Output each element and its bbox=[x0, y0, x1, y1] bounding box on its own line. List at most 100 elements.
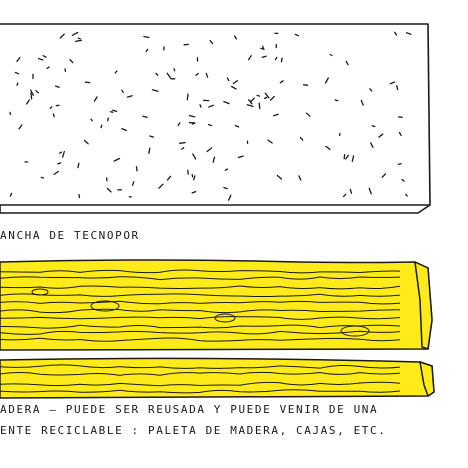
foam-speckle bbox=[276, 174, 283, 180]
foam-speckle bbox=[9, 192, 13, 197]
foam-speckle bbox=[14, 71, 20, 75]
foam-speckle bbox=[74, 39, 83, 43]
wood-grain-line bbox=[0, 293, 401, 298]
foam-speckle bbox=[212, 156, 216, 163]
foam-speckle bbox=[262, 45, 265, 50]
foam-speckle bbox=[106, 187, 112, 193]
foam-speckle bbox=[131, 181, 135, 186]
foam-speckle bbox=[109, 111, 114, 113]
foam-board-illustration bbox=[0, 23, 431, 214]
foam-speckle bbox=[237, 155, 244, 159]
foam-speckle bbox=[396, 84, 399, 91]
foam-speckle bbox=[267, 139, 273, 144]
foam-speckle bbox=[205, 72, 209, 78]
wood-grain-top bbox=[0, 269, 401, 342]
foam-speckle bbox=[256, 94, 261, 97]
wood-caption-line1: ADERA – PUEDE SER REUSADA Y PUEDE VENIR … bbox=[0, 403, 379, 416]
foam-speckle bbox=[114, 70, 118, 74]
foam-speckle bbox=[113, 157, 121, 162]
wood-plank-top bbox=[0, 259, 433, 351]
foam-speckle bbox=[360, 99, 364, 106]
foam-speckle bbox=[149, 135, 155, 138]
foam-speckle bbox=[40, 176, 45, 179]
wood-grain-line bbox=[0, 381, 401, 387]
foam-speckle bbox=[166, 175, 172, 181]
foam-speckle bbox=[405, 32, 412, 35]
foam-speckle bbox=[250, 97, 255, 103]
wood-grain-line bbox=[0, 324, 401, 329]
foam-speckle bbox=[59, 33, 65, 39]
foam-board-front bbox=[0, 23, 431, 206]
foam-speckle bbox=[227, 194, 232, 201]
foam-speckle bbox=[18, 124, 23, 130]
foam-speckle bbox=[16, 56, 21, 62]
wood-grain-line bbox=[0, 276, 401, 281]
foam-speckle bbox=[298, 175, 302, 181]
foam-speckle bbox=[397, 163, 402, 166]
foam-speckle bbox=[145, 48, 149, 53]
foam-speckle bbox=[224, 168, 229, 171]
foam-speckle bbox=[126, 95, 133, 98]
foam-speckle bbox=[78, 193, 81, 199]
foam-speckle bbox=[148, 147, 151, 154]
foam-speckle bbox=[166, 72, 172, 79]
wood-plank-bottom-end bbox=[419, 361, 435, 397]
foam-speckle bbox=[93, 96, 98, 102]
foam-speckle bbox=[49, 106, 53, 110]
foam-speckle bbox=[405, 193, 408, 197]
foam-speckle bbox=[325, 145, 331, 150]
wood-grain-bottom bbox=[0, 364, 401, 394]
foam-speckle bbox=[329, 53, 333, 57]
foam-speckle bbox=[398, 131, 402, 137]
foam-speckle bbox=[16, 82, 19, 86]
foam-speckle bbox=[46, 66, 50, 70]
wood-grain-line bbox=[0, 316, 401, 320]
wood-grain-line bbox=[0, 364, 401, 369]
foam-speckle bbox=[223, 186, 228, 190]
foam-speckle bbox=[279, 80, 284, 84]
foam-speckle bbox=[334, 99, 339, 102]
foam-speckle bbox=[258, 102, 261, 110]
foam-speckle bbox=[264, 92, 270, 99]
wood-plank-illustration bbox=[0, 259, 435, 399]
foam-speckle bbox=[389, 81, 396, 85]
wood-knot bbox=[340, 325, 370, 337]
foam-speckle bbox=[345, 154, 349, 160]
foam-speckle bbox=[53, 170, 60, 176]
foam-speckle bbox=[280, 57, 283, 63]
foam-board-caption: ANCHA DE TECNOPOR bbox=[0, 229, 140, 242]
foam-speckle bbox=[69, 58, 74, 64]
foam-speckle bbox=[30, 92, 33, 100]
foam-speckle bbox=[209, 39, 214, 45]
foam-speckle bbox=[135, 166, 138, 172]
wood-grain-line bbox=[0, 269, 401, 274]
foam-speckle bbox=[272, 113, 279, 117]
foam-speckle bbox=[274, 56, 278, 61]
foam-speckle bbox=[378, 133, 384, 138]
foam-speckle bbox=[77, 162, 80, 169]
wood-grain-line bbox=[0, 285, 401, 290]
foam-speckle bbox=[192, 153, 197, 160]
foam-speckle bbox=[42, 55, 47, 58]
foam-speckle bbox=[345, 60, 349, 66]
foam-speckle bbox=[199, 104, 202, 108]
foam-speckle bbox=[181, 146, 185, 150]
foam-speckle bbox=[248, 99, 253, 105]
foam-speckle bbox=[90, 118, 93, 122]
foam-speckle bbox=[369, 88, 373, 92]
foam-speckle bbox=[260, 47, 265, 50]
wood-knot bbox=[214, 313, 236, 323]
foam-speckle bbox=[261, 55, 267, 58]
foam-speckle bbox=[206, 147, 213, 153]
foam-speckle bbox=[324, 77, 329, 84]
foam-speckle bbox=[188, 114, 196, 118]
foam-speckle bbox=[234, 124, 240, 128]
wood-grain-line bbox=[0, 300, 401, 305]
foam-speckle bbox=[233, 35, 238, 40]
foam-speckle bbox=[342, 193, 347, 198]
foam-speckle bbox=[143, 35, 150, 39]
wood-plank-top-end bbox=[414, 261, 433, 350]
foam-speckle bbox=[299, 136, 304, 141]
foam-speckle bbox=[381, 173, 387, 178]
